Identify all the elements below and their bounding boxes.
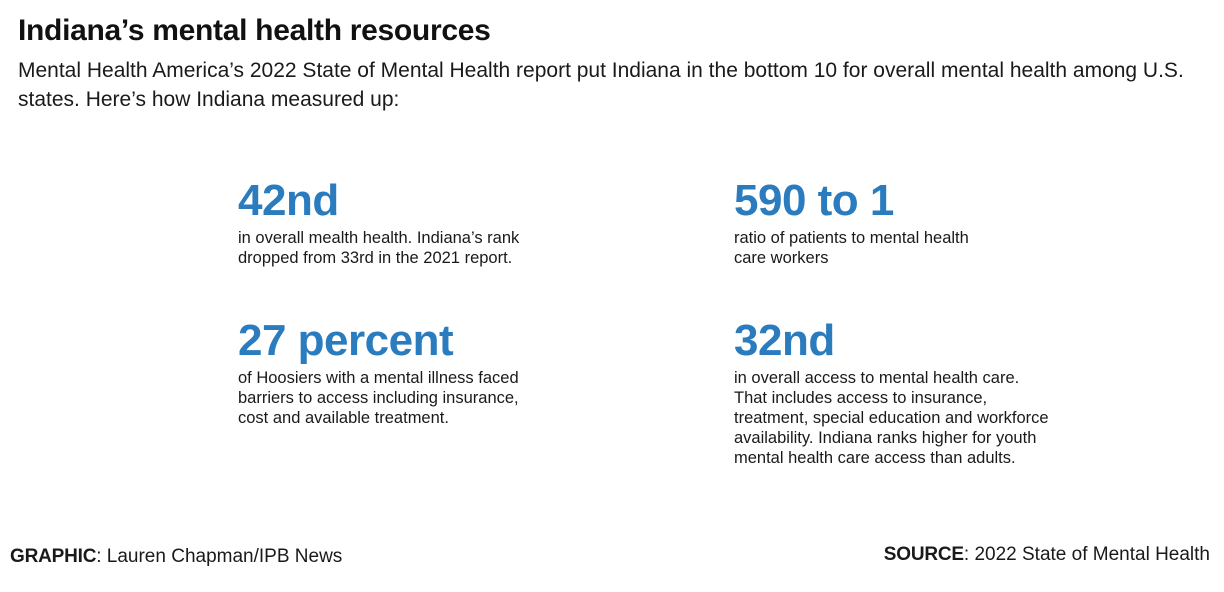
stat-block-access-rank: 32nd in overall access to mental health … [734,318,1054,468]
stat-block-patient-ratio: 590 to 1 ratio of patients to mental hea… [734,178,994,268]
stat-description: ratio of patients to mental health care … [734,229,969,267]
stat-description: in overall mealth health. Indiana’s rank… [238,229,520,267]
source-credit-value: : 2022 State of Mental Health [963,544,1210,565]
source-credit: SOURCE: 2022 State of Mental Health [884,544,1210,566]
graphic-credit: GRAPHIC: Lauren Chapman/IPB News [10,546,342,568]
stat-figure: 42nd [238,176,339,225]
stat-description: in overall access to mental health care.… [734,369,1049,467]
source-credit-label: SOURCE [883,544,964,565]
graphic-credit-value: : Lauren Chapman/IPB News [96,546,343,567]
stat-figure: 27 percent [238,316,454,365]
page-subtitle: Mental Health America’s 2022 State of Me… [18,59,1184,111]
graphic-credit-label: GRAPHIC [10,546,97,567]
stat-block-barriers-percent: 27 percent of Hoosiers with a mental ill… [238,318,538,428]
stat-block-overall-rank: 42nd in overall mealth health. Indiana’s… [238,178,538,268]
stat-description: of Hoosiers with a mental illness faced … [238,369,519,427]
stat-figure: 590 to 1 [734,176,894,225]
stat-figure: 32nd [734,316,835,365]
page-title: Indiana’s mental health resources [18,14,491,47]
